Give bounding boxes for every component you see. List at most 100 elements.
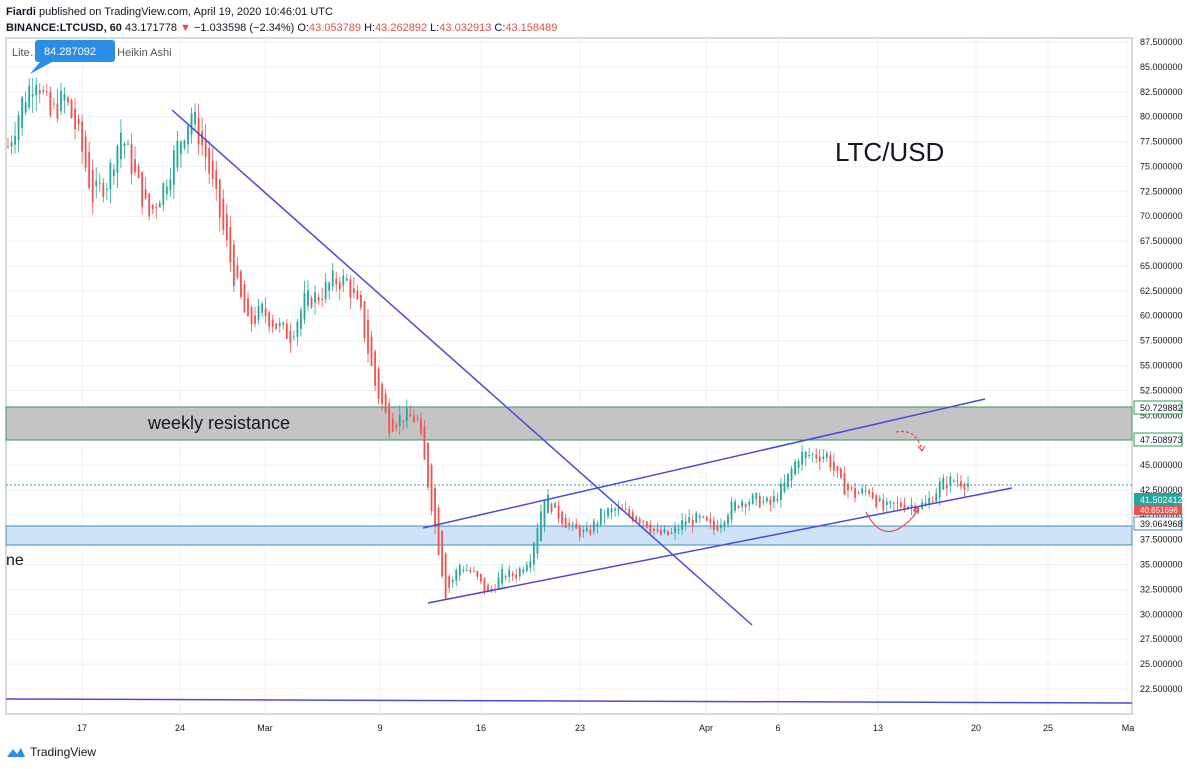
channel-lower-line[interactable]: [427, 487, 1013, 604]
descending-trendline[interactable]: [171, 109, 753, 626]
y-tick-label: 52.500000: [1140, 385, 1183, 395]
candle-body: [155, 207, 158, 209]
candle-body: [317, 297, 320, 301]
pair-annotation[interactable]: LTC/USD: [835, 137, 944, 167]
candle-body: [889, 501, 892, 504]
candle-body: [17, 115, 20, 141]
y-tick-label: 62.500000: [1140, 286, 1183, 296]
price-tags: 50.729882 47.508973 41.502412 40.651696 …: [1133, 400, 1183, 531]
candle-body: [811, 454, 814, 456]
candle-body: [949, 476, 952, 487]
candle-body: [504, 576, 507, 578]
candle-body: [112, 169, 115, 177]
candle-body: [868, 490, 871, 494]
candle-body: [575, 523, 578, 529]
candle-body: [324, 282, 327, 300]
candle-body: [367, 319, 369, 354]
candle-body: [250, 307, 253, 325]
candle-body: [642, 520, 645, 522]
support-top-tag-bg: [1133, 516, 1183, 531]
candle-body: [600, 508, 602, 525]
candle-body: [222, 198, 225, 230]
candle-body: [836, 466, 839, 471]
low-value: 43.032913: [439, 22, 492, 34]
candle-body: [105, 188, 108, 191]
candle-body: [596, 523, 599, 527]
candle-body: [98, 182, 101, 184]
candle-body: [592, 520, 595, 532]
candle-body: [434, 488, 436, 527]
candle-body: [116, 145, 119, 173]
candle-body: [35, 84, 38, 96]
resistance-annotation[interactable]: weekly resistance: [147, 413, 290, 433]
candle-body: [395, 424, 398, 428]
x-tick-label: Apr: [699, 723, 713, 733]
candle-body: [667, 530, 669, 535]
candle-body: [931, 501, 934, 503]
candle-body: [656, 529, 659, 531]
y-tick-label: 55.000000: [1140, 361, 1183, 371]
candle-body: [381, 383, 384, 405]
candle-body: [148, 193, 151, 217]
candle-body: [751, 494, 754, 504]
y-tick-label: 57.500000: [1140, 336, 1183, 346]
candle-body: [430, 465, 433, 512]
candle-body: [95, 180, 98, 187]
x-tick-label: 25: [1043, 723, 1053, 733]
candle-body: [338, 281, 341, 290]
candle-body: [617, 507, 620, 510]
tradingview-logo-icon: [7, 748, 25, 757]
candle-body: [243, 284, 246, 313]
candle-body: [924, 502, 927, 506]
y-tick-label: 65.000000: [1140, 261, 1183, 271]
candle-body: [300, 309, 302, 330]
y-tick-label: 27.500000: [1140, 634, 1183, 644]
candle-body: [822, 456, 825, 459]
candle-body: [578, 526, 581, 538]
candle-body: [762, 501, 765, 503]
time-axis[interactable]: 17 24 Mar 9 16 23 Apr 6 13 20 25 Ma: [77, 723, 1134, 733]
bottom-trendline[interactable]: [5, 698, 1133, 704]
candle-body: [540, 511, 542, 541]
candle-body: [727, 515, 729, 525]
y-tick-label: 77.500000: [1140, 137, 1183, 147]
candle-body: [137, 165, 140, 178]
symbol-label: BINANCE:LTCUSD, 60: [6, 22, 122, 34]
candle-body: [215, 169, 218, 190]
candle-body: [942, 478, 945, 490]
open-label: O:: [297, 22, 309, 34]
publish-info: published on TradingView.com, April 19, …: [39, 6, 333, 18]
candle-body: [557, 505, 560, 519]
candle-body: [737, 505, 740, 508]
candle-body: [515, 574, 518, 579]
candle-body: [190, 113, 193, 136]
candle-body: [363, 301, 366, 339]
support-annotation[interactable]: ne: [6, 552, 24, 569]
price-axis[interactable]: 22.500000 25.000000 27.500000 30.000000 32.5…: [1140, 37, 1183, 694]
candle-body: [624, 509, 627, 511]
candle-body: [232, 244, 235, 286]
red-price-tag-bg: [1134, 505, 1182, 515]
resistance-top-tag: 50.729882: [1140, 403, 1183, 413]
candle-body: [74, 108, 76, 130]
current-price-tag: 41.502412: [1140, 495, 1183, 505]
price-change: −1.033598 (−2.34%): [194, 22, 295, 34]
candle-body: [455, 569, 458, 582]
footer-brand[interactable]: TradingView: [6, 745, 96, 759]
candle-body: [864, 490, 867, 492]
candle-body: [7, 146, 9, 148]
candle-body: [162, 183, 165, 206]
channel-upper-line[interactable]: [422, 398, 986, 529]
candle-body: [356, 290, 359, 300]
author-name[interactable]: Fiardi: [6, 6, 36, 18]
candle-body: [681, 520, 684, 530]
candle-body: [240, 271, 242, 298]
candle-body: [730, 501, 733, 520]
x-tick-label: Mar: [257, 723, 273, 733]
candle-body: [900, 502, 902, 507]
candle-body: [303, 292, 306, 320]
candle-body: [352, 288, 355, 293]
red-price-tag: 40.651696: [1140, 506, 1178, 515]
candle-body: [296, 321, 299, 337]
